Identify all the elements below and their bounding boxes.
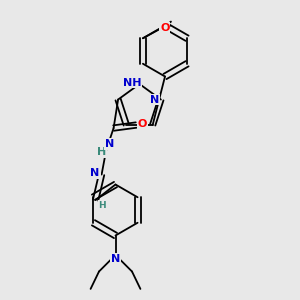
Text: N: N <box>105 139 114 149</box>
Text: O: O <box>137 119 147 129</box>
Text: NH: NH <box>123 77 141 88</box>
Text: H: H <box>98 201 106 210</box>
Text: H: H <box>97 147 106 157</box>
Text: O: O <box>160 23 170 33</box>
Text: N: N <box>150 94 159 104</box>
Text: N: N <box>111 254 120 264</box>
Text: N: N <box>90 168 100 178</box>
